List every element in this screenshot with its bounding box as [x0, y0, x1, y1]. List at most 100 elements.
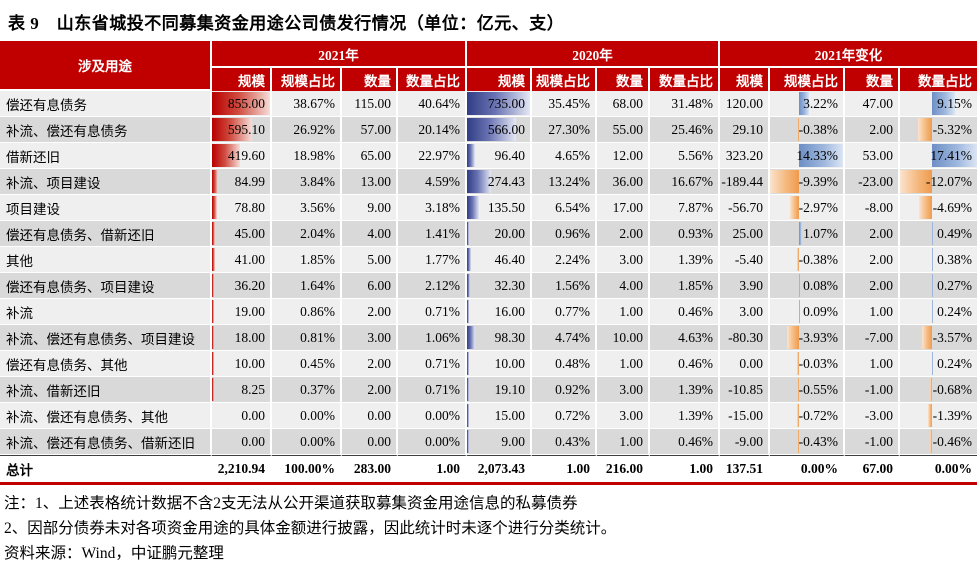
- table-row: 偿还有息债务、项目建设 36.20 1.64% 6.00 2.12% 32.30 1.56%…: [0, 273, 977, 299]
- data-bar: [212, 92, 270, 115]
- cell-value: 1.64%: [272, 273, 342, 299]
- cell-value: -8.00: [845, 195, 900, 221]
- cell-value: 36.20: [212, 273, 272, 299]
- cell-value: -9.39%: [770, 169, 845, 195]
- sub-header: 规模占比: [272, 68, 342, 91]
- cell-value: 25.46%: [650, 117, 720, 143]
- cell-value: 2.00: [342, 299, 398, 325]
- cell-value: 4.59%: [398, 169, 467, 195]
- data-bar: [467, 196, 479, 219]
- cell-value: 0.00: [342, 403, 398, 429]
- data-bar: [467, 92, 530, 115]
- bond-usage-table: 涉及用途 2021年 2020年 2021年变化 规模 规模占比 数量 数量占比 规模 规模占比数…: [0, 41, 977, 485]
- data-bar: [467, 404, 469, 427]
- cell-value: 2,073.43: [467, 455, 532, 482]
- data-bar: [212, 170, 218, 193]
- cell-value: 4.00: [342, 221, 398, 247]
- data-bar: [930, 430, 932, 453]
- cell-value: 27.30%: [532, 117, 597, 143]
- sub-header: 规模占比: [532, 68, 597, 91]
- table-row: 偿还有息债务、借新还旧 45.00 2.04% 4.00 1.41% 20.00 0.96%…: [0, 221, 977, 247]
- cell-value: -5.40: [720, 247, 770, 273]
- data-bar: [797, 248, 799, 271]
- cell-value: 1.39%: [650, 403, 720, 429]
- cell-value: -3.00: [845, 403, 900, 429]
- cell-value: 22.97%: [398, 143, 467, 169]
- cell-usage: 偿还有息债务、项目建设: [0, 273, 212, 299]
- cell-value: 0.72%: [532, 403, 597, 429]
- data-bar: [931, 352, 934, 375]
- cell-value: 29.10: [720, 117, 770, 143]
- cell-value: 10.00: [597, 325, 650, 351]
- table-body: 偿还有息债务 855.00 38.67% 115.00 40.64% 735.00 35.4…: [0, 91, 977, 482]
- note-line: 2、因部分债券未对各项资金用途的具体金额进行披露，因此统计时未逐个进行分类统计。: [4, 520, 617, 537]
- cell-value: 1.06%: [398, 325, 467, 351]
- cell-value: 10.00: [467, 351, 532, 377]
- cell-value: -2.97%: [770, 195, 845, 221]
- group-header-0: 2021年: [212, 41, 467, 68]
- data-bar: [929, 378, 932, 401]
- cell-value: 2.04%: [272, 221, 342, 247]
- data-bar: [212, 300, 214, 323]
- cell-value: 20.14%: [398, 117, 467, 143]
- cell-value: -0.72%: [770, 403, 845, 429]
- table-row: 补流、项目建设 84.99 3.84% 13.00 4.59% 274.43 13.24% 3…: [0, 169, 977, 195]
- cell-value: 16.67%: [650, 169, 720, 195]
- data-bar: [797, 430, 799, 453]
- cell-value: 0.43%: [532, 429, 597, 455]
- table-row: 借新还旧 419.60 18.98% 65.00 22.97% 96.40 4.65% 12.…: [0, 143, 977, 169]
- cell-value: 14.33%: [770, 143, 845, 169]
- cell-value: -3.93%: [770, 325, 845, 351]
- cell-value: 0.37%: [272, 377, 342, 403]
- sub-header: 数量占比: [900, 68, 977, 91]
- cell-value: 8.25: [212, 377, 272, 403]
- data-bar: [798, 92, 809, 115]
- cell-value: 35.45%: [532, 91, 597, 117]
- group-header-2: 2021年变化: [720, 41, 977, 68]
- sub-header: 规模占比: [770, 68, 845, 91]
- cell-value: 0.71%: [398, 351, 467, 377]
- sub-header: 数量: [597, 68, 650, 91]
- data-bar: [798, 274, 801, 297]
- cell-value: 0.24%: [900, 351, 977, 377]
- cell-value: 32.30: [467, 273, 532, 299]
- cell-value: 0.00%: [272, 403, 342, 429]
- cell-value: 17.00: [597, 195, 650, 221]
- table-row: 补流、偿还有息债务、借新还旧 0.00 0.00% 0.00 0.00% 9.00 0.43…: [0, 429, 977, 455]
- data-bar: [931, 248, 934, 271]
- data-bar: [212, 196, 218, 219]
- cell-value: 7.87%: [650, 195, 720, 221]
- cell-value: 57.00: [342, 117, 398, 143]
- cell-value: -1.00: [845, 429, 900, 455]
- cell-value: 0.48%: [532, 351, 597, 377]
- cell-value: 53.00: [845, 143, 900, 169]
- cell-value: 1.00: [398, 455, 467, 482]
- cell-value: 3.00: [342, 325, 398, 351]
- cell-value: 0.24%: [900, 299, 977, 325]
- cell-value: 1.00: [845, 351, 900, 377]
- cell-value: 1.41%: [398, 221, 467, 247]
- cell-value: -56.70: [720, 195, 770, 221]
- cell-value: -189.44: [720, 169, 770, 195]
- cell-value: 1.00: [597, 299, 650, 325]
- data-bar: [467, 326, 476, 349]
- cell-value: 4.65%: [532, 143, 597, 169]
- cell-usage: 项目建设: [0, 195, 212, 221]
- cell-value: 67.00: [845, 455, 900, 482]
- data-bar: [922, 326, 932, 349]
- group-header-1: 2020年: [467, 41, 720, 68]
- cell-usage: 补流、偿还有息债务、项目建设: [0, 325, 212, 351]
- cell-value: 9.00: [467, 429, 532, 455]
- cell-value: -7.00: [845, 325, 900, 351]
- cell-value: 2,210.94: [212, 455, 272, 482]
- cell-value: 3.00: [597, 403, 650, 429]
- cell-value: 1.39%: [650, 377, 720, 403]
- cell-value: 2.00: [342, 377, 398, 403]
- cell-value: 0.00%: [272, 429, 342, 455]
- cell-value: 6.00: [342, 273, 398, 299]
- cell-usage: 补流、偿还有息债务、其他: [0, 403, 212, 429]
- cell-value: 735.00: [467, 91, 532, 117]
- cell-value: 1.39%: [650, 247, 720, 273]
- table-title: 表 9 山东省城投不同募集资金用途公司债发行情况（单位：亿元、支）: [8, 14, 565, 33]
